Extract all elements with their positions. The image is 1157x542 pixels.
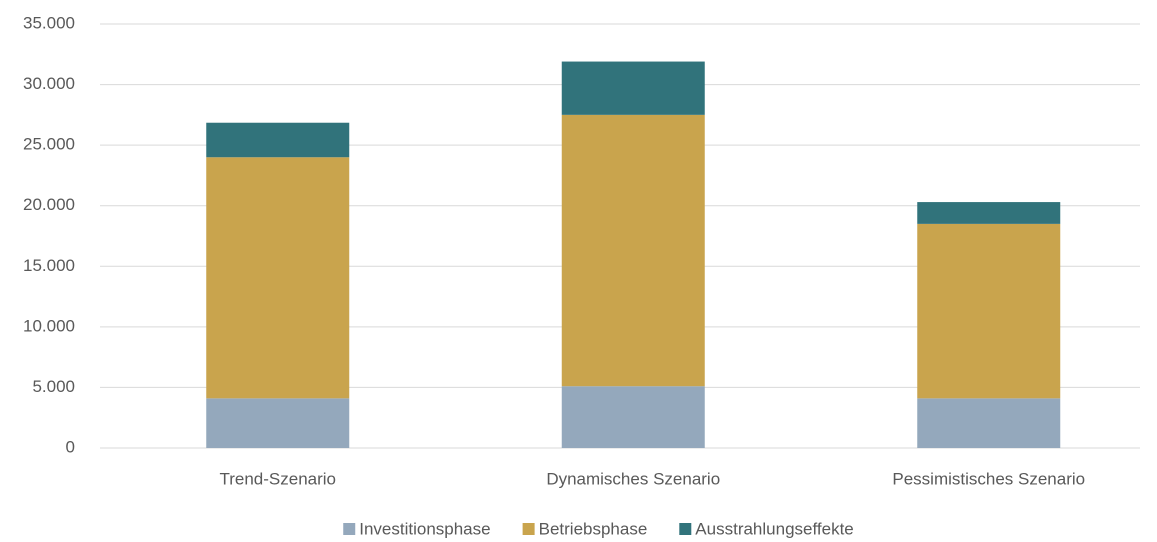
bar-segment bbox=[917, 398, 1061, 448]
legend-swatch bbox=[522, 523, 535, 535]
y-tick-label: 0 bbox=[66, 437, 75, 456]
legend-label: Betriebsphase bbox=[539, 519, 648, 538]
bar-segment bbox=[561, 114, 705, 387]
y-tick-label: 35.000 bbox=[23, 13, 75, 32]
legend-swatch bbox=[679, 523, 692, 535]
x-tick-label: Trend-Szenario bbox=[219, 469, 336, 488]
bar-segment bbox=[917, 223, 1061, 399]
x-tick-label: Pessimistisches Szenario bbox=[892, 469, 1085, 488]
bar-segment bbox=[206, 157, 350, 399]
bar-segment bbox=[206, 122, 350, 158]
bar-segment bbox=[206, 398, 350, 448]
legend-label: Investitionsphase bbox=[359, 519, 490, 538]
y-tick-label: 25.000 bbox=[23, 135, 75, 154]
legend-swatch bbox=[343, 523, 356, 535]
bar-segment bbox=[561, 386, 705, 448]
y-tick-label: 10.000 bbox=[23, 316, 75, 335]
y-tick-label: 20.000 bbox=[23, 195, 75, 214]
y-tick-label: 30.000 bbox=[23, 74, 75, 93]
y-tick-label: 15.000 bbox=[23, 256, 75, 275]
legend-label: Ausstrahlungseffekte bbox=[695, 519, 853, 538]
bar-segment bbox=[917, 202, 1061, 224]
x-tick-label: Dynamisches Szenario bbox=[546, 469, 720, 488]
bar-segment bbox=[561, 61, 705, 115]
y-tick-label: 5.000 bbox=[32, 377, 75, 396]
